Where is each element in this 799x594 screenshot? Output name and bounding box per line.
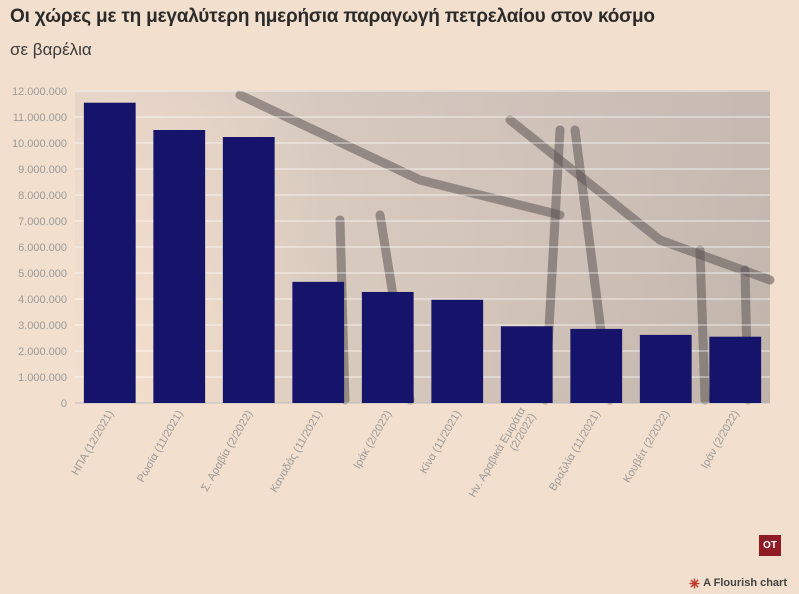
x-tick-label: Καναδάς (11/2021) [268, 409, 325, 495]
flourish-burst-icon [689, 578, 700, 588]
bar[interactable] [570, 328, 623, 403]
y-tick-label: 3.000.000 [18, 320, 67, 332]
y-tick-label: 1.000.000 [18, 372, 67, 384]
y-tick-label: 0 [61, 398, 67, 410]
bar[interactable] [83, 102, 136, 403]
x-tick-label: Ιράν (2/2022) [699, 409, 742, 471]
bar[interactable] [361, 291, 414, 403]
x-tick-label: Ιράκ (2/2022) [351, 409, 394, 471]
x-tick-label: Βραζιλία (11/2021) [547, 409, 603, 494]
y-tick-label: 7.000.000 [18, 216, 67, 228]
y-tick-label: 12.000.000 [12, 86, 67, 98]
chart-subtitle: σε βαρέλια [10, 40, 92, 59]
y-tick-label: 8.000.000 [18, 190, 67, 202]
bar[interactable] [639, 334, 692, 403]
y-tick-label: 5.000.000 [18, 268, 67, 280]
bar[interactable] [431, 299, 484, 403]
bar[interactable] [500, 326, 553, 403]
y-tick-label: 11.000.000 [13, 112, 67, 124]
flourish-credit[interactable]: A Flourish chart [689, 577, 787, 589]
bar[interactable] [292, 281, 345, 403]
y-tick-label: 9.000.000 [18, 164, 67, 176]
y-tick-label: 6.000.000 [18, 242, 67, 254]
x-tick-label: Ην. Αραβικά Εμιράτα(2/2022) [467, 405, 539, 506]
y-tick-label: 2.000.000 [18, 346, 67, 358]
credit-label: A Flourish chart [703, 577, 787, 589]
x-tick-label: ΗΠΑ (12/2021) [70, 409, 117, 478]
x-axis-ticks: ΗΠΑ (12/2021) Ρωσία (11/2021) Σ. Αραβία (2… [70, 405, 742, 506]
bar[interactable] [222, 137, 275, 403]
x-tick-label: Κίνα (11/2021) [418, 409, 464, 476]
x-tick-label: Ρωσία (11/2021) [135, 409, 186, 485]
x-tick-label: Κουβέιτ (2/2022) [621, 409, 672, 485]
publisher-logo: OT [759, 535, 781, 556]
bar[interactable] [153, 130, 206, 403]
bars [83, 102, 762, 403]
chart-title: Οι χώρες με τη μεγαλύτερη ημερήσια παραγ… [10, 6, 655, 27]
bar[interactable] [709, 336, 762, 403]
y-tick-label: 10.000.000 [12, 138, 67, 150]
y-axis-ticks: 0 1.000.000 2.000.000 3.000.000 4.000.000 5.0… [12, 86, 67, 410]
x-tick-label: Σ. Αραβία (2/2022) [199, 409, 255, 494]
y-tick-label: 4.000.000 [18, 294, 67, 306]
